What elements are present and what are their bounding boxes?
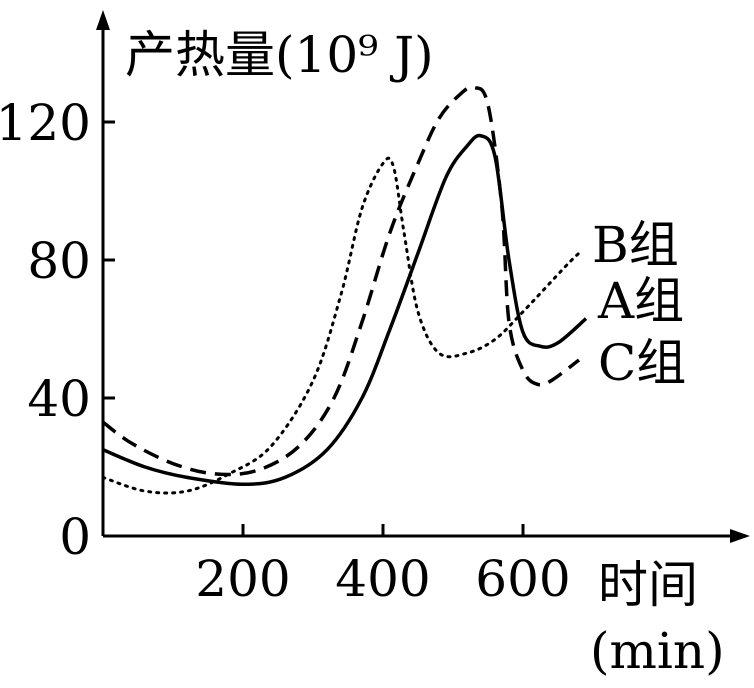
- y-tick-label-80: 80: [27, 232, 91, 290]
- series-b-label: B组: [592, 216, 679, 274]
- x-axis-arrow: [730, 529, 750, 543]
- y-tick-label-120: 120: [0, 94, 91, 152]
- series-layer: [101, 85, 588, 495]
- y-tick-label-40: 40: [27, 370, 91, 428]
- ticks-layer: 0 40 80 120 200 400 600: [0, 94, 571, 608]
- x-axis-title-line1: 时间: [598, 556, 698, 614]
- x-tick-label-600: 600: [475, 550, 570, 608]
- series-a-label: A组: [597, 272, 684, 330]
- y-axis-arrow: [96, 10, 110, 30]
- series-c-line: [101, 85, 581, 477]
- x-tick-label-400: 400: [335, 550, 430, 608]
- y-axis-title: 产热量(10⁹ J): [125, 26, 434, 84]
- series-c-label: C组: [598, 334, 686, 392]
- series-b-line: [101, 156, 581, 495]
- x-tick-label-200: 200: [195, 550, 290, 608]
- x-axis-title-line2: (min): [590, 622, 725, 680]
- y-tick-label-0: 0: [59, 508, 91, 566]
- series-a-line: [102, 133, 588, 487]
